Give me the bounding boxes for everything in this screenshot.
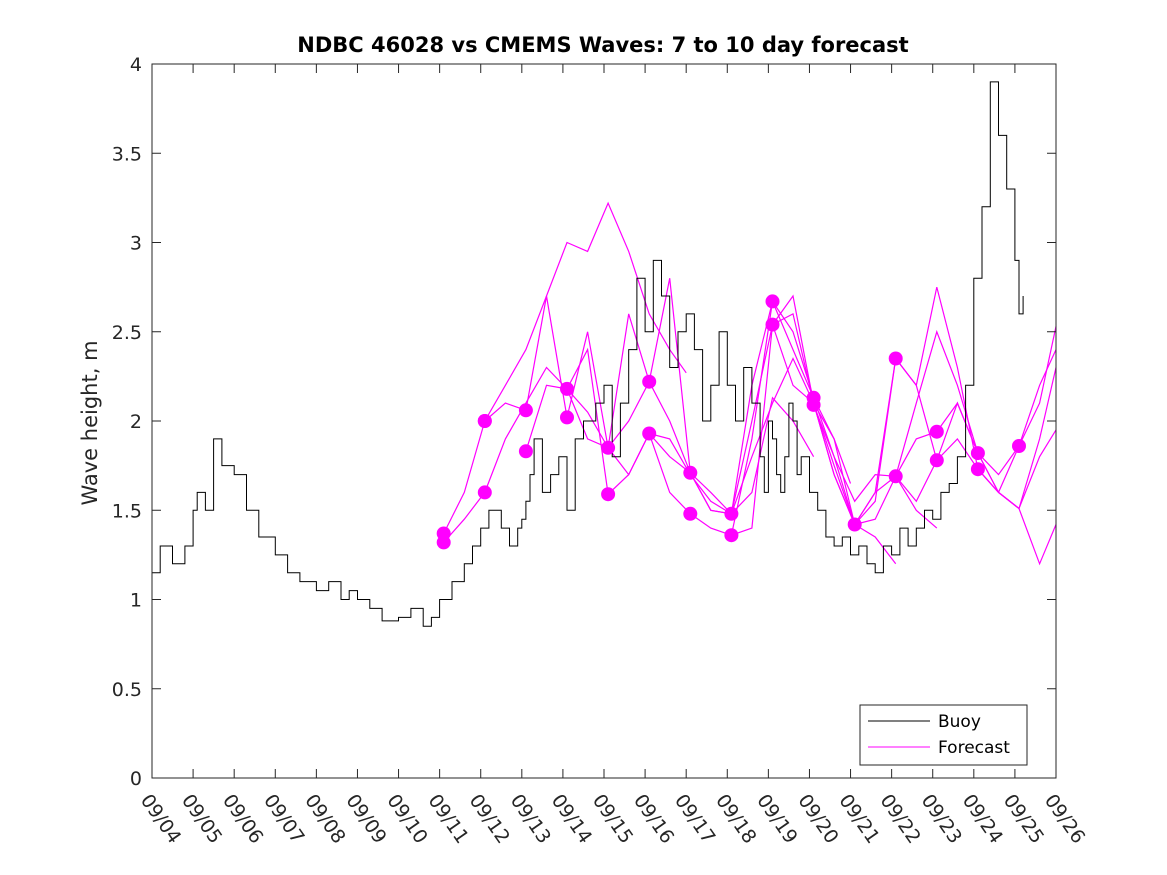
x-tick-label: 09/20 — [793, 790, 842, 847]
legend-forecast-label: Forecast — [938, 738, 1010, 758]
x-tick-label: 09/25 — [999, 790, 1048, 847]
x-tick-label: 09/06 — [218, 790, 267, 847]
forecast-marker — [1012, 439, 1026, 453]
x-tick-label: 09/19 — [752, 790, 801, 847]
forecast-marker — [929, 453, 944, 468]
forecast-line — [484, 278, 852, 515]
forecast-line — [525, 294, 897, 565]
forecast-marker — [970, 462, 985, 477]
forecast-marker — [888, 469, 903, 484]
x-tick-label: 09/08 — [300, 790, 349, 847]
x-tick-label: 09/12 — [465, 790, 514, 847]
y-tick-label: 2.5 — [112, 322, 142, 344]
x-tick-label: 09/17 — [670, 790, 719, 847]
x-tick-label: 09/14 — [547, 790, 596, 847]
y-tick-label: 1 — [130, 590, 142, 612]
forecast-marker — [683, 465, 698, 480]
forecast-line — [730, 286, 1057, 536]
x-tick-label: 09/10 — [382, 790, 431, 847]
forecast-marker — [477, 485, 492, 500]
x-tick-label: 09/05 — [177, 790, 226, 847]
legend: Buoy Forecast — [859, 704, 1028, 766]
x-tick-label: 09/23 — [917, 790, 966, 847]
x-tick-label: 09/15 — [588, 790, 637, 847]
legend-box — [859, 704, 1028, 766]
forecast-marker — [724, 506, 739, 521]
forecast-marker — [642, 426, 657, 441]
x-tick-label: 09/22 — [876, 790, 925, 847]
x-tick-label: 09/16 — [629, 790, 678, 847]
x-tick-label: 09/24 — [958, 790, 1007, 847]
forecast-marker — [601, 440, 616, 455]
chart-title: NDBC 46028 vs CMEMS Waves: 7 to 10 day f… — [297, 33, 908, 57]
y-tick-label: 3 — [130, 233, 142, 255]
forecast-marker — [683, 506, 698, 521]
plot-frame — [151, 63, 1057, 779]
forecast-marker — [518, 444, 533, 459]
forecast-marker — [765, 317, 780, 332]
x-tick-label: 09/13 — [506, 790, 555, 847]
x-tick-label: 09/09 — [341, 790, 390, 847]
x-tick-label: 09/07 — [259, 790, 308, 847]
y-axis-label: Wave height, m — [78, 340, 102, 505]
forecast-line — [772, 313, 1057, 526]
x-tick-label: 09/18 — [711, 790, 760, 847]
forecast-series-group — [443, 201, 1057, 566]
forecast-marker — [847, 517, 862, 532]
forecast-marker — [970, 446, 985, 461]
forecast-line — [566, 299, 938, 529]
buoy-series-group — [152, 81, 1024, 627]
legend-buoy-label: Buoy — [938, 712, 981, 732]
forecast-line — [443, 201, 687, 534]
forecast-marker — [518, 403, 533, 418]
forecast-marker — [436, 535, 451, 550]
forecast-marker — [806, 397, 821, 412]
y-tick-label: 2 — [130, 411, 142, 433]
forecast-line — [813, 329, 1057, 503]
forecast-marker — [929, 424, 944, 439]
forecast-marker — [601, 487, 616, 502]
forecast-marker — [888, 351, 903, 366]
forecast-marker — [560, 410, 574, 425]
y-tick-label: 0.5 — [112, 679, 142, 701]
x-tick-label: 09/21 — [834, 790, 883, 847]
y-tick-label: 3.5 — [112, 143, 142, 165]
buoy-line — [152, 81, 1024, 627]
y-tick-label: 4 — [130, 54, 142, 76]
forecast-marker — [560, 381, 574, 396]
forecast-marker — [642, 374, 657, 389]
x-tick-label: 09/26 — [1040, 790, 1089, 847]
forecast-marker — [765, 294, 780, 309]
forecast-marker — [477, 414, 492, 428]
y-tick-label: 1.5 — [112, 500, 142, 522]
forecast-marker — [724, 528, 739, 543]
forecast-markers-group — [436, 294, 1026, 550]
y-tick-label: 0 — [130, 768, 142, 790]
x-tick-label: 09/11 — [424, 790, 473, 847]
x-tick-label: 09/04 — [136, 790, 185, 847]
